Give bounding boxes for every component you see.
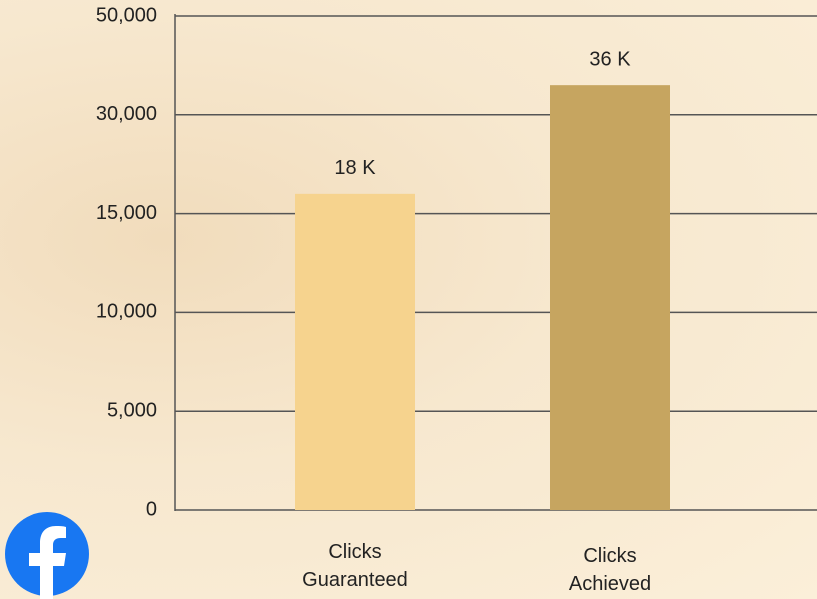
- y-tick-label: 5,000: [107, 399, 157, 421]
- value-label: 18 K: [334, 157, 376, 179]
- bar: [550, 85, 670, 510]
- y-tick-label: 15,000: [96, 202, 157, 224]
- x-tick-label: Clicks Achieved: [550, 542, 670, 598]
- x-tick-label: Clicks Guaranteed: [295, 538, 415, 594]
- y-tick-label: 0: [146, 498, 157, 520]
- y-tick-label: 30,000: [96, 103, 157, 125]
- chart: 0 5,000 10,000 15,000 30,000 50,000 18 K 36 K: [0, 0, 817, 599]
- y-tick-label: 50,000: [96, 4, 157, 26]
- bar: [295, 194, 415, 510]
- y-tick-label: 10,000: [96, 301, 157, 323]
- page: 0 5,000 10,000 15,000 30,000 50,000 18 K 36 K C…: [0, 0, 817, 599]
- value-label: 36 K: [589, 48, 631, 70]
